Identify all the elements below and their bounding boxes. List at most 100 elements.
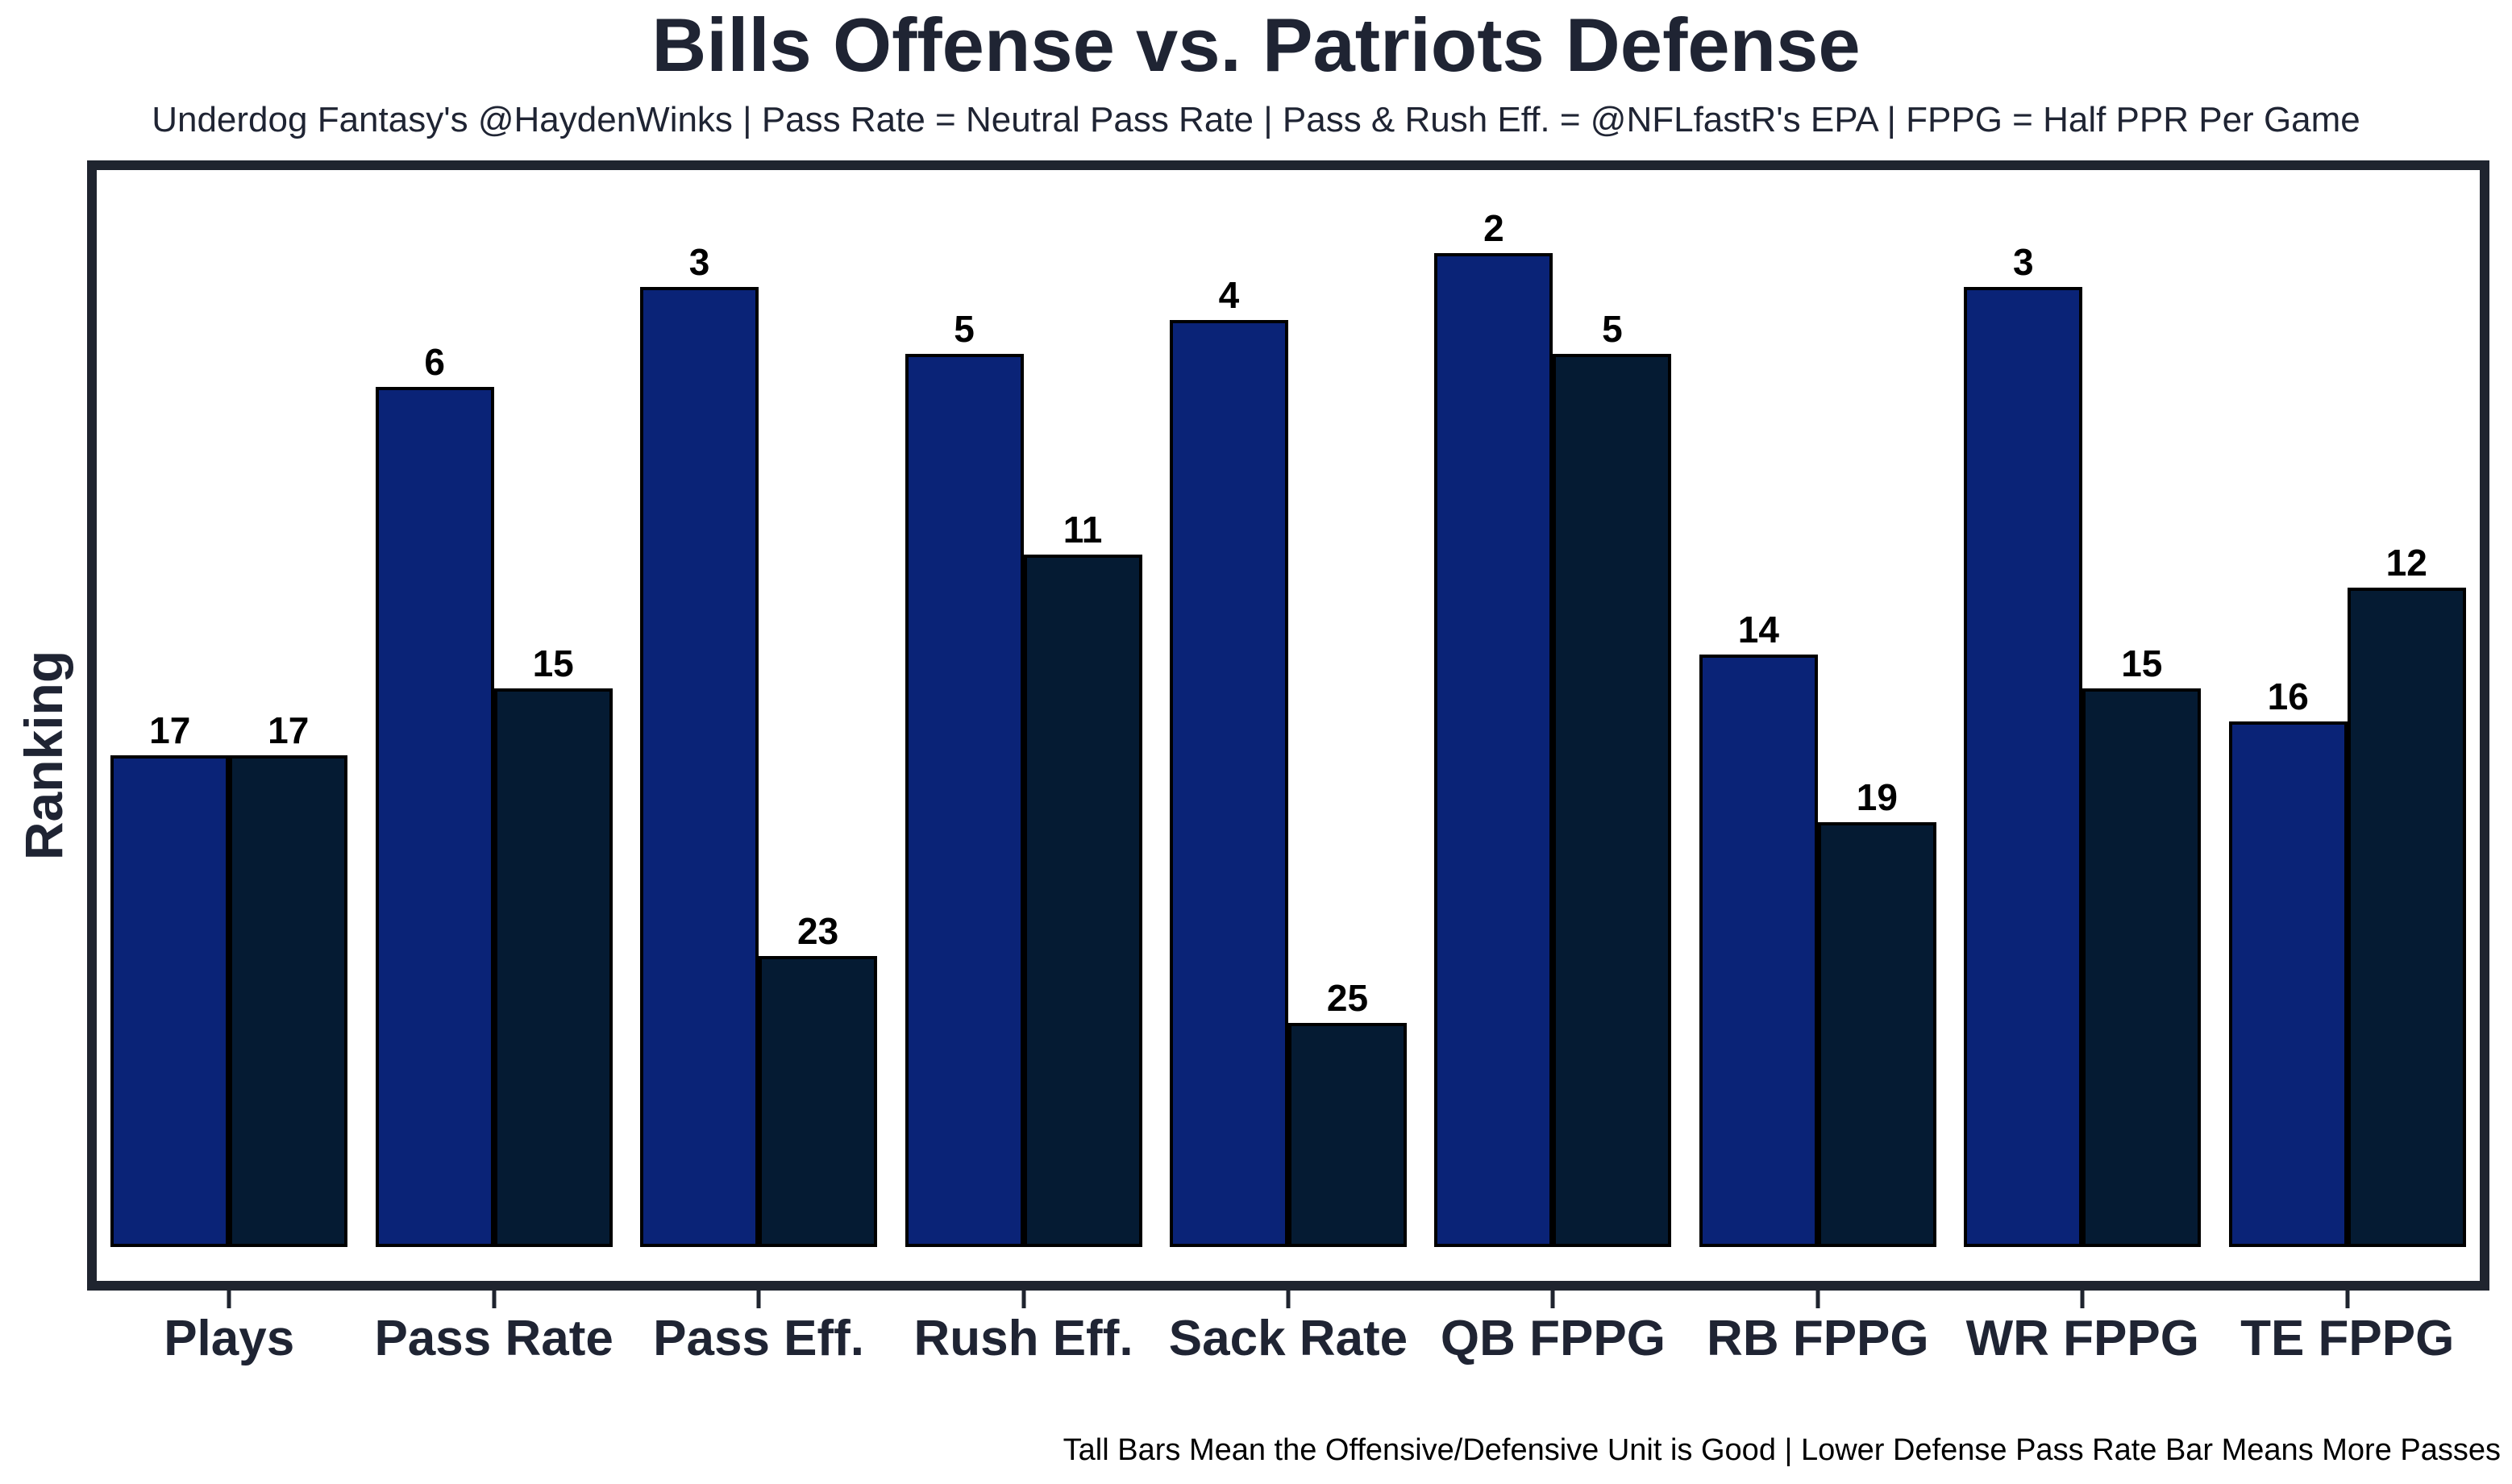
bar-value-label: 5 [954, 308, 975, 350]
bar-pair: 4 25 [1169, 274, 1407, 1247]
bar-group: 14 19 [1686, 170, 1950, 1281]
x-axis-category: Sack Rate [1156, 1291, 1420, 1366]
offense-bar [640, 287, 759, 1247]
defense-bar-wrap: 11 [1023, 509, 1142, 1247]
bar-pair: 14 19 [1699, 611, 1936, 1247]
x-axis-category: Plays [97, 1291, 361, 1366]
defense-bar [1817, 822, 1936, 1247]
offense-bar [905, 354, 1024, 1247]
plot-area: 17 17 6 15 3 23 5 11 4 25 2 5 14 19 3 15 16 12 [97, 170, 2480, 1281]
bar-value-label: 11 [1063, 509, 1103, 551]
y-axis-label: Ranking [14, 650, 73, 861]
offense-bar-wrap: 17 [110, 709, 230, 1247]
x-axis-label: TE FPPG [2240, 1311, 2455, 1366]
offense-bar-wrap: 4 [1169, 274, 1288, 1247]
bar-group: 6 15 [361, 170, 626, 1281]
bar-value-label: 4 [1218, 274, 1240, 316]
defense-bar [1023, 555, 1142, 1247]
x-axis-label: WR FPPG [1965, 1311, 2199, 1366]
x-axis-label: Pass Eff. [653, 1311, 865, 1366]
offense-bar-wrap: 3 [640, 243, 759, 1247]
defense-bar [1553, 354, 1672, 1247]
chart-subtitle: Underdog Fantasy's @HaydenWinks | Pass R… [152, 100, 2360, 139]
chart-title: Bills Offense vs. Patriots Defense [651, 2, 1861, 87]
bar-pair: 3 15 [1964, 241, 2202, 1247]
x-axis-label: QB FPPG [1440, 1311, 1666, 1366]
bar-group: 3 23 [626, 170, 891, 1281]
bar-pair: 3 23 [640, 243, 878, 1247]
bar-value-label: 19 [1856, 776, 1898, 818]
x-axis-tick [2345, 1291, 2350, 1308]
x-axis-category: Pass Eff. [626, 1291, 891, 1366]
offense-bar-wrap: 16 [2228, 675, 2348, 1247]
bar-value-label: 3 [688, 241, 710, 283]
bar-group: 16 12 [2215, 170, 2480, 1281]
x-axis-tick [2080, 1291, 2085, 1308]
offense-bar [110, 755, 230, 1247]
defense-bar-wrap: 12 [2347, 542, 2466, 1247]
defense-bar-wrap: 19 [1817, 776, 1936, 1247]
defense-bar [759, 956, 878, 1247]
defense-bar [2347, 588, 2466, 1247]
x-axis-category: Pass Rate [361, 1291, 626, 1366]
defense-bar-wrap: 25 [1287, 977, 1407, 1247]
offense-bar [1434, 253, 1553, 1247]
offense-bar-wrap: 3 [1964, 241, 2083, 1247]
x-axis-tick [492, 1291, 497, 1308]
bar-value-label: 25 [1326, 977, 1369, 1019]
x-axis-tick [227, 1291, 231, 1308]
offense-bar [1699, 655, 1818, 1247]
defense-bar [493, 688, 613, 1247]
footer-note: Tall Bars Mean the Offensive/Defensive U… [1063, 1433, 2501, 1467]
x-axis-category: Rush Eff. [891, 1291, 1155, 1366]
defense-bar-wrap: 15 [493, 645, 613, 1247]
bar-pair: 6 15 [375, 341, 613, 1247]
x-axis-label: Sack Rate [1168, 1311, 1408, 1366]
plot-frame: 17 17 6 15 3 23 5 11 4 25 2 5 14 19 3 15 16 12 [87, 160, 2489, 1291]
offense-bar [1169, 320, 1288, 1247]
bar-group: 5 11 [891, 170, 1155, 1281]
bar-value-label: 14 [1737, 609, 1779, 651]
x-axis-tick [1286, 1291, 1291, 1308]
bar-value-label: 17 [149, 709, 191, 751]
bar-value-label: 17 [268, 709, 310, 751]
defense-bar-wrap: 15 [2082, 642, 2202, 1247]
x-axis: Plays Pass Rate Pass Eff. Rush Eff. Sack Rat… [97, 1291, 2480, 1366]
bar-value-label: 2 [1483, 207, 1504, 249]
defense-bar-wrap: 5 [1553, 308, 1672, 1247]
bar-value-label: 5 [1602, 308, 1623, 350]
offense-bar [1964, 287, 2083, 1247]
x-axis-tick [756, 1291, 761, 1308]
bar-pair: 5 11 [905, 310, 1142, 1247]
bar-value-label: 6 [424, 341, 445, 383]
x-axis-label: Rush Eff. [913, 1311, 1133, 1366]
bar-pair: 16 12 [2228, 542, 2466, 1247]
bar-value-label: 12 [2385, 542, 2427, 584]
defense-bar-wrap: 17 [229, 709, 348, 1247]
x-axis-category: RB FPPG [1686, 1291, 1950, 1366]
bar-value-label: 16 [2267, 675, 2309, 717]
bar-group: 4 25 [1156, 170, 1420, 1281]
bar-value-label: 3 [2012, 241, 2034, 283]
x-axis-label: Pass Rate [374, 1311, 613, 1366]
x-axis-tick [1550, 1291, 1555, 1308]
x-axis-category: TE FPPG [2215, 1291, 2480, 1366]
offense-bar-wrap: 6 [375, 341, 494, 1247]
defense-bar [229, 755, 348, 1247]
offense-bar-wrap: 2 [1434, 210, 1553, 1247]
defense-bar [1287, 1023, 1407, 1247]
x-axis-category: QB FPPG [1420, 1291, 1685, 1366]
x-axis-label: Plays [164, 1311, 295, 1366]
x-axis-category: WR FPPG [1950, 1291, 2215, 1366]
offense-bar-wrap: 5 [905, 310, 1024, 1247]
bar-group: 3 15 [1950, 170, 2215, 1281]
bar-value-label: 15 [2121, 642, 2163, 684]
x-axis-tick [1815, 1291, 1820, 1308]
x-axis-tick [1021, 1291, 1026, 1308]
bar-value-label: 23 [797, 910, 839, 952]
bar-pair: 17 17 [110, 709, 348, 1247]
offense-bar [375, 387, 494, 1247]
offense-bar [2228, 721, 2348, 1247]
